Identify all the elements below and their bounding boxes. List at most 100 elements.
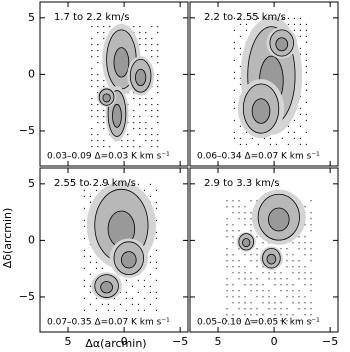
dot (139, 122, 141, 124)
dot (155, 189, 157, 191)
dot (233, 131, 235, 133)
dot (238, 308, 240, 310)
dot (151, 50, 153, 52)
dot (89, 303, 91, 305)
dot (139, 38, 141, 40)
x-tick-label: −5 (172, 335, 188, 348)
dot (293, 119, 295, 121)
dot (286, 266, 288, 268)
dot (299, 107, 301, 109)
dot (125, 291, 127, 293)
dot (155, 207, 157, 209)
dot (304, 272, 306, 274)
dot (133, 146, 135, 148)
dot (256, 284, 258, 286)
dot (244, 314, 246, 316)
dot (83, 267, 85, 269)
panel-title: 2.9 to 3.3 km/s (204, 178, 280, 189)
dot (143, 279, 145, 281)
panel: 5 0 −5 5 0 −5 2.55 to 2.9 km/s 0.07–0.35 Δ=0.07… (1, 167, 189, 350)
dot (145, 122, 147, 124)
dot (244, 206, 246, 208)
dot (239, 143, 241, 145)
dot (89, 261, 91, 263)
dot (280, 320, 282, 322)
dot (299, 143, 301, 145)
dot (244, 284, 246, 286)
dot (292, 254, 294, 256)
dot (127, 140, 129, 142)
dot (103, 140, 105, 142)
panel-frame (189, 167, 339, 333)
dot (250, 290, 252, 292)
dot (91, 116, 93, 118)
dot (239, 17, 241, 19)
dot (232, 290, 234, 292)
dot (145, 38, 147, 40)
dot (91, 56, 93, 58)
dot (304, 296, 306, 298)
dot (244, 212, 246, 214)
dot (250, 218, 252, 220)
dot (127, 146, 129, 148)
dot (151, 38, 153, 40)
dot (151, 104, 153, 106)
dot (287, 131, 289, 133)
dot (149, 195, 151, 197)
dot (157, 74, 159, 76)
dot (299, 113, 301, 115)
panel-subtitle: 0.06–0.34 Δ=0.07 K km s⁻¹ (197, 152, 320, 162)
panel-title: 2.2 to 2.55 km/s (204, 12, 286, 23)
dot (244, 272, 246, 274)
dot (157, 62, 159, 64)
dot (305, 143, 307, 145)
dot (268, 308, 270, 310)
dot (292, 320, 294, 322)
dot (268, 302, 270, 304)
dot (97, 56, 99, 58)
dot (226, 296, 228, 298)
dot (139, 134, 141, 136)
dot (310, 212, 312, 214)
dot (155, 201, 157, 203)
dot (262, 302, 264, 304)
dot (298, 248, 300, 250)
dot (280, 248, 282, 250)
x-tick-label: −5 (322, 335, 338, 348)
dot (133, 128, 135, 130)
dot (139, 116, 141, 118)
dot (226, 284, 228, 286)
dot (238, 302, 240, 304)
dot (145, 44, 147, 46)
dot (250, 302, 252, 304)
dot (256, 290, 258, 292)
dot (292, 284, 294, 286)
dot (304, 302, 306, 304)
dot (226, 290, 228, 292)
x-tick-label: 5 (65, 335, 72, 348)
dot (292, 290, 294, 292)
dot (275, 143, 277, 145)
dot (145, 50, 147, 52)
dot (91, 44, 93, 46)
dot (262, 314, 264, 316)
dot (83, 249, 85, 251)
dot (125, 309, 127, 311)
panel-subtitle: 0.05–0.10 Δ=0.05 K km s⁻¹ (197, 318, 320, 328)
dot (286, 296, 288, 298)
dot (97, 26, 99, 28)
panel-frame (189, 1, 339, 167)
dot (89, 285, 91, 287)
x-axis-label: Δα(arcmin) (85, 337, 146, 350)
dot (238, 272, 240, 274)
dot (310, 314, 312, 316)
dot (149, 255, 151, 257)
panel-title: 2.55 to 2.9 km/s (54, 178, 136, 189)
dot (95, 189, 97, 191)
dot (245, 131, 247, 133)
contour (121, 251, 137, 269)
dot (151, 44, 153, 46)
dot (232, 230, 234, 232)
dot (137, 303, 139, 305)
dot (244, 308, 246, 310)
